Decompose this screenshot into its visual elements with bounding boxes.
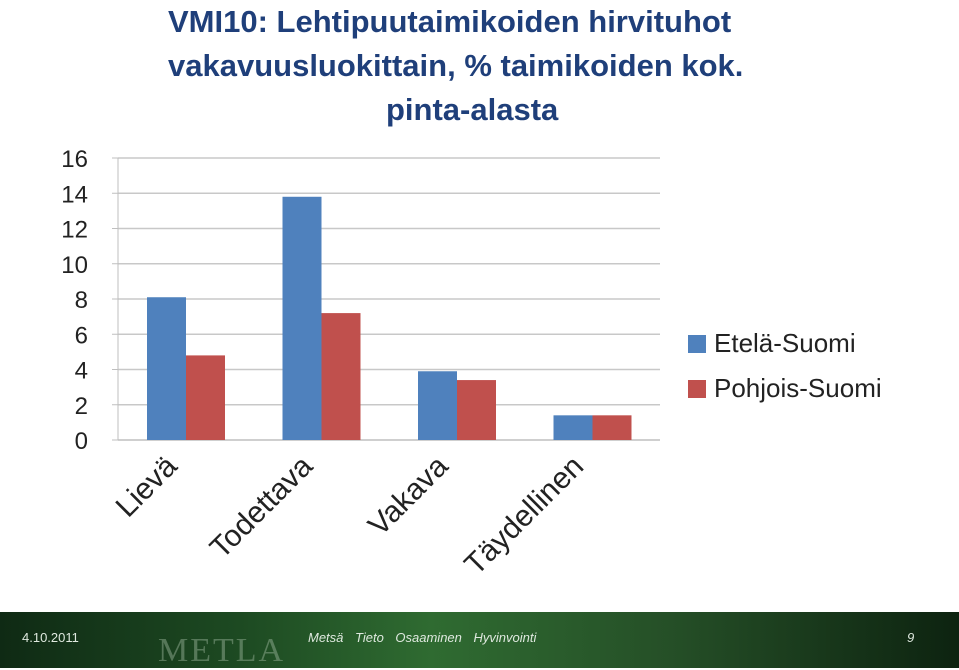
chart-title-line-3: pinta-alasta bbox=[386, 92, 559, 127]
legend-label: Pohjois-Suomi bbox=[714, 373, 882, 403]
y-tick-label: 10 bbox=[61, 252, 88, 279]
metla-logo: METLA bbox=[158, 632, 286, 669]
chart-title: VMI10: Lehtipuutaimikoiden hirvituhot va… bbox=[110, 0, 850, 132]
bar bbox=[418, 371, 457, 440]
chart-title-line-1: VMI10: Lehtipuutaimikoiden hirvituhot bbox=[168, 4, 732, 39]
bar bbox=[186, 355, 225, 440]
bar bbox=[457, 380, 496, 440]
bar bbox=[553, 415, 593, 440]
slide-footer: 4.10.2011 METLA Metsä Tieto Osaaminen Hy… bbox=[0, 612, 959, 669]
legend-swatch bbox=[688, 335, 706, 353]
y-tick-label: 6 bbox=[75, 322, 88, 349]
x-category-label: Lievä bbox=[110, 449, 184, 523]
y-tick-label: 12 bbox=[61, 217, 88, 244]
y-tick-label: 4 bbox=[75, 358, 88, 385]
bar bbox=[147, 297, 186, 440]
bar bbox=[592, 415, 632, 440]
y-tick-label: 2 bbox=[75, 393, 88, 420]
y-tick-label: 14 bbox=[61, 181, 88, 208]
page-number: 9 bbox=[907, 630, 915, 645]
legend-swatch bbox=[688, 380, 706, 398]
bar bbox=[282, 196, 322, 440]
y-tick-label: 16 bbox=[61, 146, 88, 173]
bar-chart: 0 2 4 6 8 10 12 14 16 Lievä Todettava Vakava Täydell… bbox=[61, 146, 882, 582]
x-category-label: Täydellinen bbox=[458, 450, 590, 582]
y-tick-label: 8 bbox=[75, 287, 88, 314]
x-category-label: Todettava bbox=[204, 449, 320, 565]
footer-motto: Metsä Tieto Osaaminen Hyvinvointi bbox=[308, 630, 537, 645]
bar bbox=[321, 313, 361, 440]
footer-date: 4.10.2011 bbox=[22, 630, 79, 645]
chart-title-line-2: vakavuusluokittain, % taimikoiden kok. bbox=[168, 48, 744, 83]
x-category-label: Vakava bbox=[362, 449, 455, 542]
legend-label: Etelä-Suomi bbox=[714, 328, 856, 358]
y-tick-label: 0 bbox=[75, 428, 88, 455]
